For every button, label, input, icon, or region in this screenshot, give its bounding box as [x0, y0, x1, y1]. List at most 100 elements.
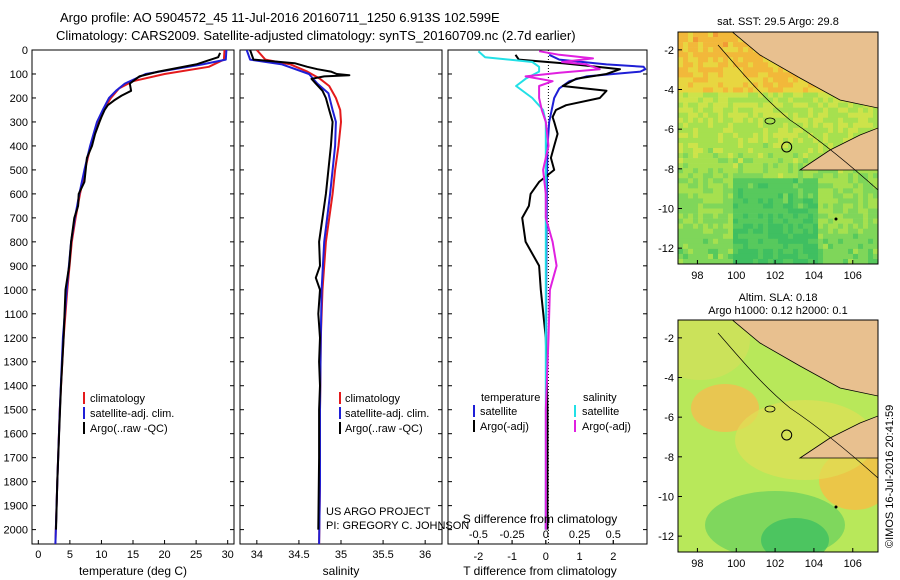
sst-cell	[773, 238, 779, 245]
sst-cell	[698, 243, 704, 250]
s-difference-axis-label: S difference from climatology	[463, 512, 618, 526]
sst-cell	[733, 198, 739, 204]
sst-cell	[698, 77, 704, 83]
sst-cell	[843, 213, 849, 219]
sst-cell	[743, 213, 749, 219]
sst-cell	[708, 37, 714, 43]
sst-cell	[718, 223, 724, 229]
sst-cell	[738, 158, 744, 164]
sst-cell	[818, 102, 824, 108]
sst-cell	[818, 253, 824, 260]
sst-cell	[823, 223, 829, 229]
sst-map-title: sat. SST: 29.5 Argo: 29.8	[717, 16, 839, 28]
sst-cell	[693, 122, 699, 129]
sst-cell	[788, 203, 794, 209]
sst-cell	[708, 258, 714, 264]
sst-cell	[778, 163, 784, 169]
sst-cell	[783, 82, 789, 88]
sst-cell	[833, 193, 839, 199]
sst-cell	[743, 107, 749, 113]
sst-cell	[683, 72, 689, 78]
sst-cell	[678, 62, 684, 68]
sst-cell	[798, 148, 804, 154]
sst-cell	[863, 178, 869, 184]
depth-tick-label: 1800	[4, 477, 28, 489]
sst-cell	[683, 82, 689, 88]
sst-cell	[818, 97, 824, 103]
sst-cell	[863, 198, 869, 204]
sst-cell	[778, 243, 784, 250]
sst-cell	[853, 238, 859, 245]
lat-tick-label: -2	[664, 333, 674, 345]
sst-cell	[718, 52, 724, 58]
sst-cell	[743, 72, 749, 78]
sst-cell	[768, 142, 774, 149]
sst-cell	[813, 122, 819, 129]
sst-cell	[723, 243, 729, 250]
sst-cell	[708, 233, 714, 240]
sst-cell	[853, 223, 859, 229]
sst-cell	[748, 82, 754, 88]
sst-cell	[693, 72, 699, 78]
sst-cell	[808, 203, 814, 209]
sst-cell	[803, 117, 809, 124]
sst-cell	[768, 92, 774, 98]
sst-cell	[688, 112, 694, 119]
sst-cell	[768, 253, 774, 260]
sst-cell	[758, 127, 764, 134]
sst-cell	[683, 142, 689, 149]
x-tick-label: -1	[507, 551, 517, 563]
sst-cell	[818, 142, 824, 149]
depth-axis: 0100200300400500600700800900100011001200…	[4, 45, 647, 537]
sst-cell	[808, 137, 814, 144]
depth-tick-label: 1100	[4, 309, 28, 321]
sst-cell	[748, 208, 754, 214]
sst-cell	[723, 62, 729, 68]
sst-cell	[828, 243, 834, 250]
sst-cell	[873, 193, 878, 199]
sst-cell	[788, 253, 794, 260]
sst-cell	[718, 208, 724, 214]
sumatra-interior	[762, 32, 878, 80]
sst-cell	[698, 228, 704, 235]
sst-cell	[723, 173, 729, 179]
sst-cell	[678, 238, 684, 245]
sst-cell	[778, 173, 784, 179]
sst-cell	[863, 253, 869, 260]
sst-cell	[728, 32, 734, 38]
sst-cell	[758, 253, 764, 260]
sst-cell	[868, 238, 874, 245]
sst-cell	[863, 238, 869, 245]
sst-cell	[838, 127, 844, 134]
sst-cell	[828, 168, 834, 174]
sst-cell	[793, 87, 799, 93]
sst-cell	[793, 153, 799, 159]
sst-cell	[713, 248, 719, 255]
sst-cell	[678, 127, 684, 134]
sst-cell	[678, 102, 684, 108]
sst-cell	[748, 67, 754, 73]
depth-tick-label: 1400	[4, 381, 28, 393]
sst-cell	[718, 112, 724, 119]
sst-cell	[873, 213, 878, 219]
sst-cell	[818, 238, 824, 245]
sst-cell	[683, 188, 689, 194]
sst-cell	[798, 117, 804, 124]
sst-cell	[813, 102, 819, 108]
figure-title: Argo profile: AO 5904572_45 11-Jul-2016 …	[60, 10, 500, 25]
sst-cell	[778, 198, 784, 204]
sst-cell	[828, 173, 834, 179]
sst-cell	[768, 153, 774, 159]
sst-cell	[733, 122, 739, 129]
sst-cell	[843, 137, 849, 144]
sst-cell	[698, 62, 704, 68]
sst-cell	[838, 132, 844, 139]
sst-cell	[713, 37, 719, 43]
sst-cell	[763, 253, 769, 260]
sst-cell	[758, 132, 764, 139]
sst-cell	[778, 213, 784, 219]
sst-cell	[758, 112, 764, 119]
sst-cell	[728, 72, 734, 78]
sst-grid-cells	[678, 32, 878, 264]
sst-cell	[693, 203, 699, 209]
